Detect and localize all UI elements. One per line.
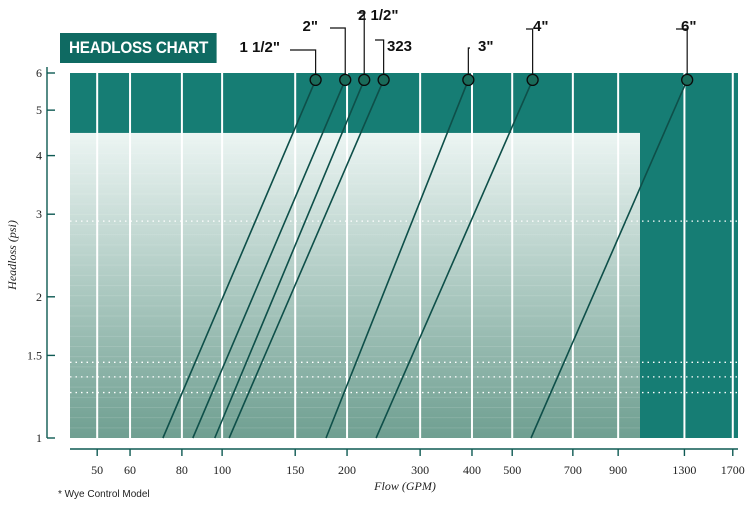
y-tick-label: 1 xyxy=(36,431,42,445)
x-tick-label: 1700 xyxy=(721,463,745,477)
y-tick-label: 6 xyxy=(36,66,42,80)
series-marker xyxy=(377,73,390,87)
chart-title: HEADLOSS CHART xyxy=(60,33,218,63)
x-tick-label: 400 xyxy=(463,463,481,477)
callout-leader xyxy=(290,49,317,80)
y-tick-label: 5 xyxy=(36,103,42,117)
series-marker xyxy=(526,73,539,87)
callout-leader xyxy=(526,28,534,80)
footnote: * Wye Control Model xyxy=(58,489,150,500)
series-line xyxy=(530,79,688,439)
x-tick-label: 50 xyxy=(91,463,103,477)
series-line xyxy=(162,79,317,439)
series-label: 2 1/2" xyxy=(358,7,398,24)
x-tick-label: 150 xyxy=(286,463,304,477)
y-tick-label: 4 xyxy=(36,149,42,163)
callout-leader xyxy=(330,27,346,80)
series-label: 6" xyxy=(681,18,696,35)
series-label: 1 1/2" xyxy=(240,39,280,56)
y-tick-label: 3 xyxy=(36,207,42,221)
series-marker xyxy=(681,73,694,87)
x-tick-label: 900 xyxy=(609,463,627,477)
y-tick-label: 1.5 xyxy=(27,348,42,362)
callout-leader xyxy=(375,39,385,80)
callout-leader xyxy=(467,47,470,80)
series-line xyxy=(192,79,346,439)
series-marker xyxy=(339,73,352,87)
x-tick-label: 300 xyxy=(411,463,429,477)
series-line xyxy=(325,79,470,439)
series-label: 4" xyxy=(533,18,548,35)
y-tick-label: 2 xyxy=(36,290,42,304)
x-tick-label: 1300 xyxy=(672,463,696,477)
series-label: 2" xyxy=(303,18,318,35)
series-line xyxy=(228,79,385,439)
callout-leader xyxy=(676,28,688,80)
y-axis-title: Headloss (psi) xyxy=(5,220,19,291)
x-tick-label: 200 xyxy=(338,463,356,477)
x-axis-title: Flow (GPM) xyxy=(373,479,436,493)
x-tick-label: 60 xyxy=(124,463,136,477)
series-label: 323 xyxy=(387,38,412,55)
series-line xyxy=(214,79,365,439)
series-marker xyxy=(462,73,475,87)
x-tick-label: 500 xyxy=(503,463,521,477)
x-tick-label: 700 xyxy=(564,463,582,477)
series-marker xyxy=(309,73,322,87)
series-line xyxy=(375,79,534,439)
x-tick-label: 100 xyxy=(213,463,231,477)
callout-leader xyxy=(357,12,365,80)
series-label: 3" xyxy=(478,38,493,55)
gradient-region xyxy=(70,133,640,438)
x-tick-label: 80 xyxy=(176,463,188,477)
series-marker xyxy=(358,73,371,87)
